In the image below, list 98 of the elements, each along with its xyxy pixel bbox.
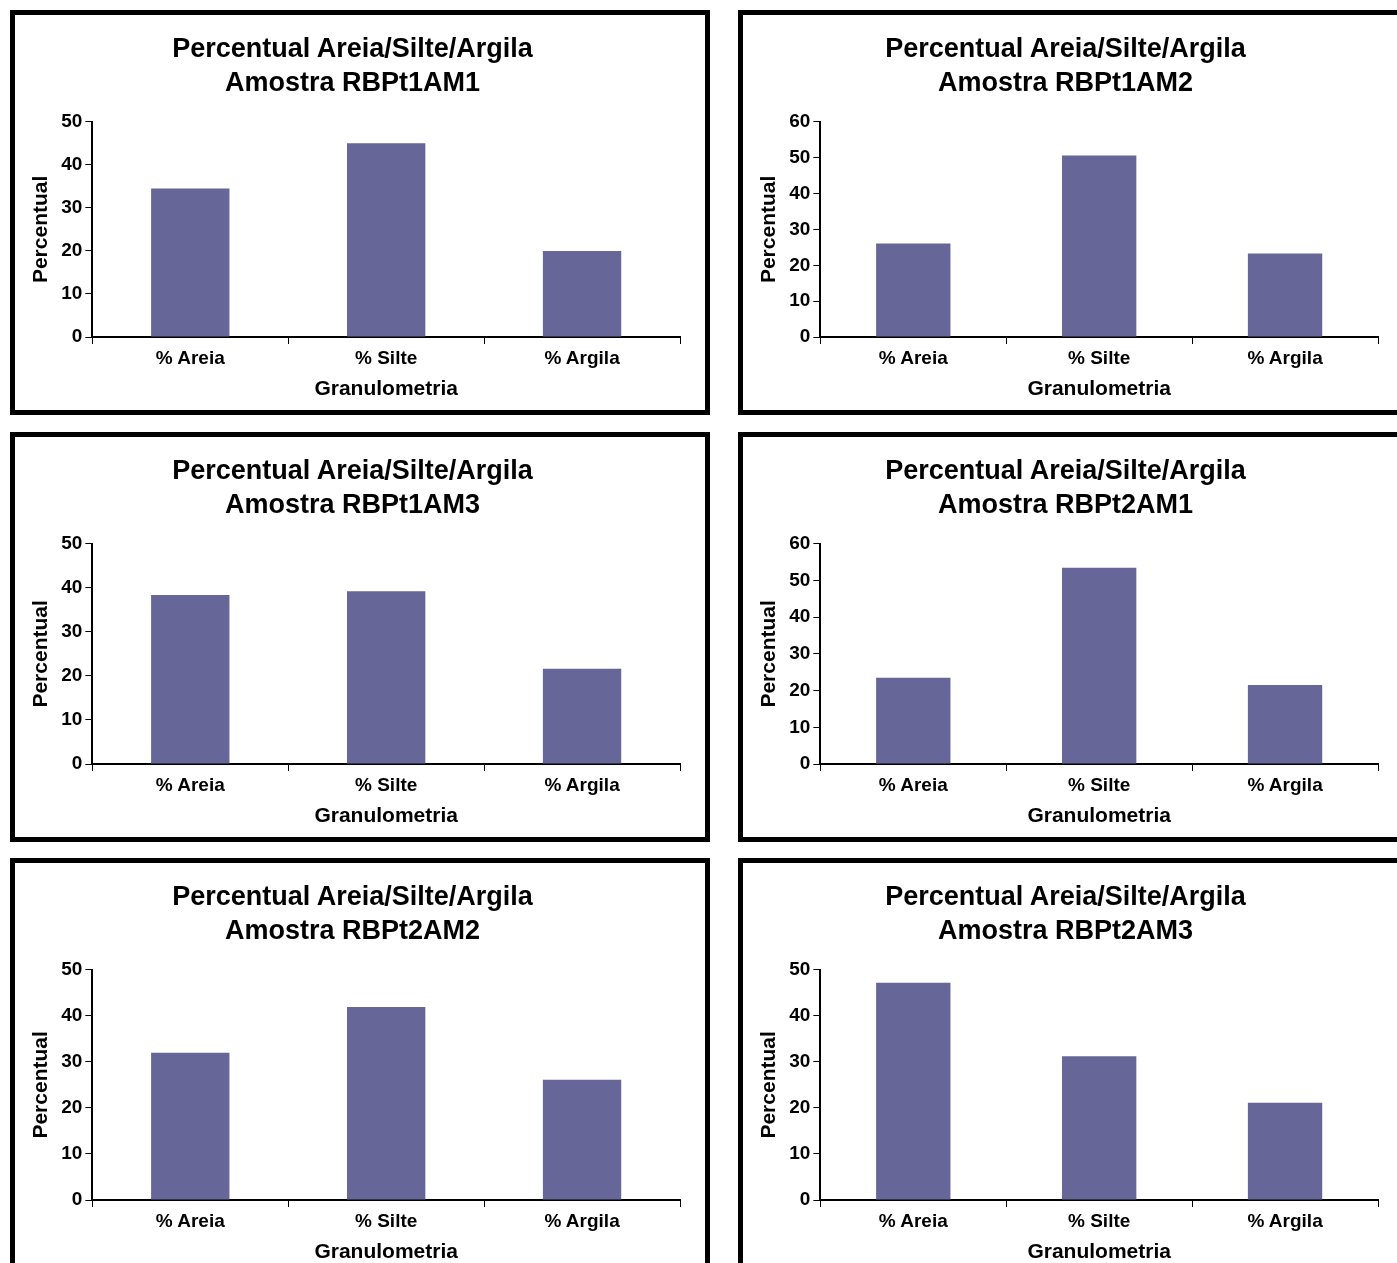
chart-subtitle: Amostra RBPt2AM1 <box>937 489 1194 520</box>
x-tick-label: % Areia <box>155 1209 226 1231</box>
bar <box>346 143 426 337</box>
y-tick-label: 60 <box>789 110 811 132</box>
bar <box>151 188 230 337</box>
chart-subtitle: Amostra RBPt1AM3 <box>224 489 481 520</box>
y-tick-label: 20 <box>61 664 83 686</box>
x-tick-label: % Argila <box>1247 1209 1324 1231</box>
x-axis-title: Granulometria <box>1027 803 1172 827</box>
y-tick-label: 10 <box>789 289 811 311</box>
bar <box>542 250 622 337</box>
y-tick-label: 30 <box>789 1050 811 1072</box>
y-tick-label: 40 <box>789 605 811 627</box>
chart-title: Percentual Areia/Silte/Argila <box>172 32 534 63</box>
x-axis-title: Granulometria <box>1027 1239 1172 1263</box>
x-tick-label: % Areia <box>878 773 949 795</box>
y-tick-label: 10 <box>61 1142 83 1164</box>
x-tick-label: % Silte <box>355 773 418 795</box>
y-tick-label: 20 <box>61 1096 83 1118</box>
chart-subtitle: Amostra RBPt2AM2 <box>224 915 481 946</box>
y-tick-label: 20 <box>789 253 811 275</box>
y-tick-label: 30 <box>789 217 811 239</box>
bar <box>1061 155 1137 337</box>
y-tick-label: 40 <box>61 153 83 175</box>
bar <box>346 1007 426 1200</box>
x-axis-title: Granulometria <box>314 803 459 827</box>
bar <box>876 243 951 337</box>
y-tick-label: 50 <box>789 958 811 980</box>
chart-title: Percentual Areia/Silte/Argila <box>172 454 534 485</box>
y-tick-label: 20 <box>789 678 811 700</box>
y-axis-title: Percentual <box>28 600 52 708</box>
y-tick-label: 0 <box>71 325 83 347</box>
y-axis-title: Percentual <box>28 175 52 284</box>
y-tick-label: 50 <box>61 110 83 132</box>
bar <box>151 594 230 764</box>
y-tick-label: 30 <box>61 196 83 218</box>
chart-subtitle: Amostra RBPt2AM3 <box>937 915 1194 946</box>
x-axis-title: Granulometria <box>314 1239 459 1263</box>
y-axis-title: Percentual <box>756 600 780 708</box>
y-axis-title: Percentual <box>756 175 780 284</box>
x-tick-label: % Argila <box>544 1209 621 1231</box>
bar <box>542 668 622 764</box>
chart-title: Percentual Areia/Silte/Argila <box>885 880 1247 911</box>
x-axis-title: Granulometria <box>1027 376 1172 400</box>
y-tick-label: 50 <box>61 532 83 554</box>
x-tick-label: % Argila <box>544 346 621 368</box>
y-tick-label: 10 <box>61 282 83 304</box>
chart-title: Percentual Areia/Silte/Argila <box>885 454 1247 485</box>
y-axis-title: Percentual <box>28 1031 52 1139</box>
chart-title: Percentual Areia/Silte/Argila <box>172 880 534 911</box>
y-tick-label: 0 <box>799 752 811 774</box>
y-tick-label: 0 <box>71 1188 83 1210</box>
x-tick-label: % Silte <box>1068 1209 1131 1231</box>
y-tick-label: 20 <box>789 1096 811 1118</box>
x-tick-label: % Silte <box>1068 346 1131 368</box>
bar <box>1247 1102 1323 1200</box>
y-tick-label: 60 <box>789 532 811 554</box>
y-tick-label: 40 <box>61 576 83 598</box>
y-tick-label: 40 <box>61 1004 83 1026</box>
x-tick-label: % Silte <box>1068 773 1131 795</box>
y-tick-label: 0 <box>71 752 83 774</box>
bar <box>1061 1056 1137 1200</box>
y-tick-label: 50 <box>789 145 811 167</box>
bar <box>1247 685 1323 764</box>
y-tick-label: 50 <box>61 958 83 980</box>
x-tick-label: % Argila <box>544 773 621 795</box>
y-tick-label: 10 <box>789 1142 811 1164</box>
bar <box>542 1079 622 1200</box>
y-tick-label: 0 <box>799 1188 811 1210</box>
bar <box>151 1052 230 1200</box>
bar <box>876 677 951 764</box>
x-tick-label: % Silte <box>355 346 418 368</box>
bar <box>876 982 951 1200</box>
chart-title: Percentual Areia/Silte/Argila <box>885 32 1247 63</box>
x-tick-label: % Areia <box>155 773 226 795</box>
y-tick-label: 30 <box>789 642 811 664</box>
x-tick-label: % Silte <box>355 1209 418 1231</box>
x-tick-label: % Argila <box>1247 346 1324 368</box>
y-tick-label: 40 <box>789 181 811 203</box>
y-axis-title: Percentual <box>756 1031 780 1139</box>
y-tick-label: 40 <box>789 1004 811 1026</box>
x-tick-label: % Argila <box>1247 773 1324 795</box>
chart-subtitle: Amostra RBPt1AM2 <box>937 67 1194 98</box>
x-tick-label: % Areia <box>155 346 226 368</box>
chart-subtitle: Amostra RBPt1AM1 <box>224 67 481 98</box>
x-tick-label: % Areia <box>878 1209 949 1231</box>
y-tick-label: 50 <box>789 568 811 590</box>
bar <box>1247 253 1323 337</box>
bar <box>346 591 426 764</box>
y-tick-label: 30 <box>61 1050 83 1072</box>
y-tick-label: 10 <box>61 708 83 730</box>
y-tick-label: 30 <box>61 620 83 642</box>
x-axis-title: Granulometria <box>314 376 459 400</box>
y-tick-label: 0 <box>799 325 811 347</box>
y-tick-label: 20 <box>61 239 83 261</box>
y-tick-label: 10 <box>789 715 811 737</box>
x-tick-label: % Areia <box>878 346 949 368</box>
bar <box>1061 567 1137 764</box>
